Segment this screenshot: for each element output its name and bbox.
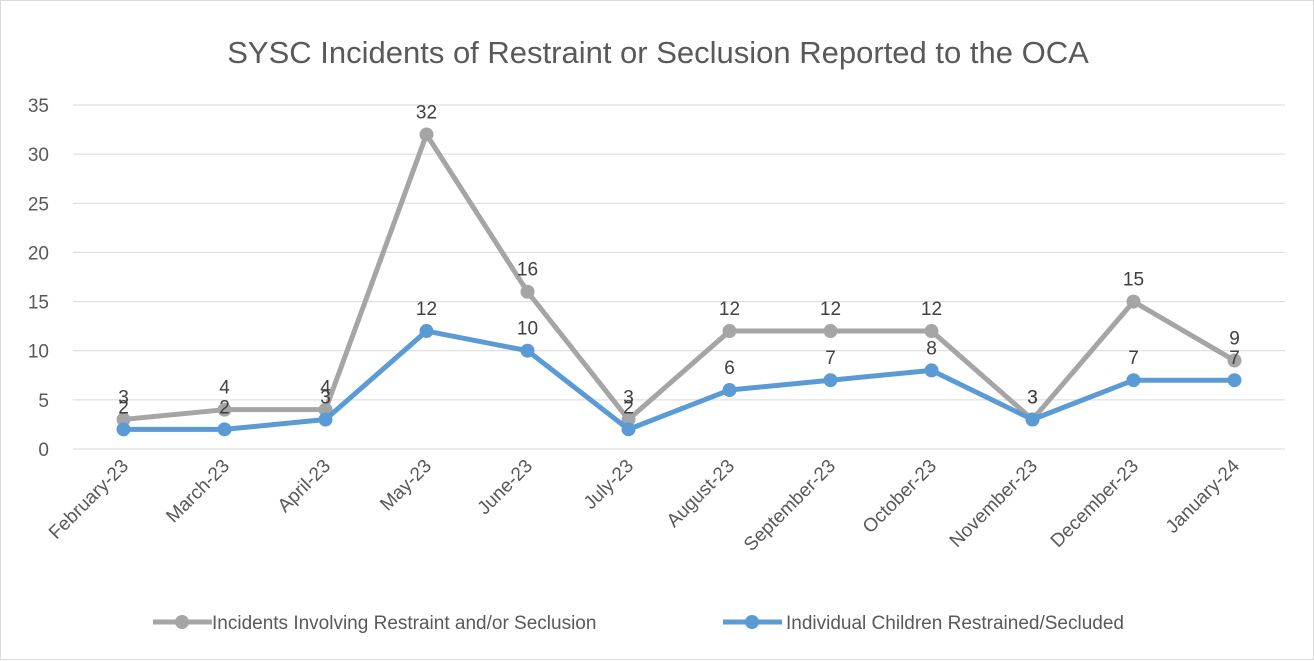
legend-label-children: Individual Children Restrained/Secluded [786, 613, 1124, 634]
x-tick-label: September-23 [740, 456, 840, 556]
data-point[interactable] [1126, 373, 1141, 388]
data-label: 8 [926, 338, 937, 359]
x-tick-label: August-23 [663, 456, 739, 532]
data-label: 3 [118, 388, 129, 409]
data-point[interactable] [1227, 373, 1242, 388]
y-tick-label: 20 [28, 243, 49, 264]
gridlines [73, 104, 1285, 450]
series-line [121, 131, 1237, 423]
data-label: 16 [517, 260, 538, 281]
y-tick-label: 15 [28, 293, 49, 314]
data-label: 3 [320, 388, 331, 409]
x-tick-label: June-23 [474, 456, 537, 519]
series-0 [116, 127, 1242, 427]
y-axis-ticks: 0 5 10 15 20 25 30 35 [28, 96, 49, 461]
series-layer [116, 127, 1242, 437]
y-tick-label: 30 [28, 145, 49, 166]
y-tick-label: 25 [28, 194, 49, 215]
data-point[interactable] [823, 324, 838, 339]
data-label: 10 [517, 319, 538, 340]
data-label: 7 [1128, 348, 1139, 369]
x-tick-label: March-23 [162, 456, 234, 528]
data-point[interactable] [823, 373, 838, 388]
data-point[interactable] [1227, 353, 1242, 368]
data-label: 2 [118, 397, 129, 418]
x-tick-label: February-23 [45, 456, 133, 544]
data-point[interactable] [924, 363, 939, 378]
y-tick-label: 10 [28, 342, 49, 363]
legend-item-incidents[interactable]: Incidents Involving Restraint and/or Sec… [153, 613, 596, 634]
x-tick-label: November-23 [946, 456, 1042, 552]
data-point[interactable] [116, 412, 131, 427]
x-tick-label: January-24 [1162, 455, 1244, 537]
data-point[interactable] [318, 412, 333, 427]
data-label: 3 [1027, 388, 1038, 409]
data-point[interactable] [722, 324, 737, 339]
data-point[interactable] [621, 422, 636, 437]
series-1 [116, 324, 1242, 437]
legend: Incidents Involving Restraint and/or Sec… [153, 613, 1124, 634]
data-label: 4 [219, 378, 230, 399]
data-label: 9 [1229, 329, 1240, 350]
data-label: 4 [320, 378, 331, 399]
data-point[interactable] [520, 343, 535, 358]
data-point[interactable] [217, 402, 232, 417]
x-tick-label: December-23 [1047, 456, 1143, 552]
data-label: 2 [623, 397, 634, 418]
x-tick-label: April-23 [274, 456, 335, 517]
series-line [121, 328, 1237, 432]
x-axis-ticks: February-23 March-23 April-23 May-23 June-23… [45, 455, 1244, 555]
data-label: 12 [719, 299, 740, 320]
data-point[interactable] [1126, 294, 1141, 309]
chart-title: SYSC Incidents of Restraint or Seclusion… [227, 35, 1089, 70]
legend-marker-incidents [175, 615, 189, 629]
data-label: 12 [921, 299, 942, 320]
data-label: 3 [1027, 388, 1038, 409]
x-tick-label: July-23 [580, 456, 638, 514]
data-point[interactable] [419, 324, 434, 339]
data-label: 2 [219, 397, 230, 418]
y-tick-label: 0 [38, 440, 49, 461]
data-label: 3 [623, 388, 634, 409]
y-tick-label: 35 [28, 96, 49, 117]
x-tick-label: May-23 [376, 456, 436, 516]
data-label: 12 [416, 299, 437, 320]
data-label: 7 [1229, 348, 1240, 369]
x-tick-label: October-23 [859, 456, 941, 538]
legend-item-children[interactable]: Individual Children Restrained/Secluded [723, 613, 1124, 634]
data-point[interactable] [217, 422, 232, 437]
data-label: 15 [1123, 270, 1144, 291]
data-point[interactable] [924, 324, 939, 339]
legend-marker-children [745, 615, 759, 629]
data-label: 32 [416, 102, 437, 123]
legend-label-incidents: Incidents Involving Restraint and/or Sec… [212, 613, 596, 634]
data-point[interactable] [419, 127, 434, 142]
data-label: 7 [825, 348, 836, 369]
data-point[interactable] [722, 383, 737, 398]
data-label: 12 [820, 299, 841, 320]
data-label: 6 [724, 358, 735, 379]
data-point[interactable] [520, 284, 535, 299]
data-point[interactable] [621, 412, 636, 427]
data-point[interactable] [116, 422, 131, 437]
data-point[interactable] [1025, 412, 1040, 427]
y-tick-label: 5 [38, 391, 49, 412]
